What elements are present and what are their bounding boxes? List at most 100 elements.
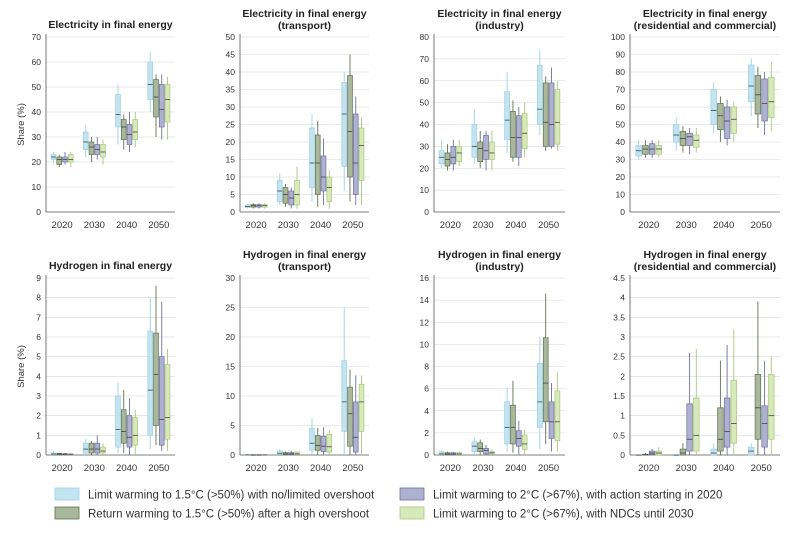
box-plot xyxy=(768,356,775,455)
y-tick-label: 1.5 xyxy=(613,391,625,401)
box-plot xyxy=(450,451,457,455)
y-tick-label: 3 xyxy=(620,332,625,342)
box-body xyxy=(320,155,327,192)
box-plot xyxy=(554,80,561,151)
box-plot xyxy=(115,382,121,454)
box-group xyxy=(635,140,662,160)
box-body xyxy=(537,65,543,125)
box-body xyxy=(100,446,106,454)
box-body xyxy=(88,442,95,454)
y-tick-label: 8 xyxy=(424,362,429,372)
box-group xyxy=(673,117,700,155)
box-group xyxy=(341,307,365,455)
box-plot xyxy=(510,380,516,453)
box-body xyxy=(483,448,489,455)
box-plot xyxy=(352,96,359,205)
y-tick-label: 80 xyxy=(616,67,626,77)
box-body xyxy=(352,401,359,453)
y-tick-label: 50 xyxy=(226,32,236,42)
box-body xyxy=(686,132,693,146)
box-group xyxy=(147,52,171,140)
box-plot xyxy=(648,140,656,158)
box-group xyxy=(147,285,171,452)
legend-label: Limit warming to 1.5°C (>50%) with no/li… xyxy=(88,490,375,502)
chart-panel: 0 1 2 3 4 5 6 7 8 9 Hydrogen in final energy Share … xyxy=(16,260,175,474)
box-plot xyxy=(67,453,74,455)
box-body xyxy=(450,146,457,165)
box-group xyxy=(341,54,365,205)
box-plot xyxy=(542,293,549,444)
x-tick-label: 2040 xyxy=(310,220,331,231)
box-body xyxy=(341,360,348,432)
y-tick-label: 6 xyxy=(424,384,429,394)
box-body xyxy=(761,405,768,448)
box-group xyxy=(115,84,139,152)
y-tick-label: 50 xyxy=(616,120,626,130)
box-plot xyxy=(67,152,74,167)
box-body xyxy=(153,79,159,118)
box-body xyxy=(521,113,528,149)
box-body xyxy=(326,434,333,453)
box-plot xyxy=(542,76,549,151)
x-tick-label: 2040 xyxy=(505,463,526,474)
legend-item: Limit warming to 1.5°C (>50%) with no/li… xyxy=(54,487,375,502)
box-plot xyxy=(673,117,680,151)
x-tick-label: 2040 xyxy=(713,463,734,474)
box-body xyxy=(358,127,365,181)
panel-subtitle: (residential and commercial) xyxy=(634,20,776,32)
box-plot xyxy=(444,451,451,455)
box-body xyxy=(115,395,121,448)
box-body xyxy=(314,134,321,195)
box-body xyxy=(82,131,89,150)
box-plot xyxy=(132,112,139,147)
box-plot xyxy=(450,139,457,171)
box-body xyxy=(723,106,731,139)
box-plot xyxy=(326,170,333,209)
legend: Limit warming to 1.5°C (>50%) with no/li… xyxy=(54,487,722,521)
legend-item: Limit warming to 2°C (>67%), with action… xyxy=(399,487,722,502)
box-body xyxy=(94,442,101,454)
y-tick-label: 80 xyxy=(420,32,430,42)
box-body xyxy=(314,435,321,451)
box-body xyxy=(309,127,315,188)
legend-swatch xyxy=(399,487,425,501)
y-tick-label: 0 xyxy=(230,450,235,460)
panel-subtitle: (residential and commercial) xyxy=(634,261,776,273)
legend-label: Return warming to 1.5°C (>50%) after a h… xyxy=(88,509,370,521)
y-tick-label: 35 xyxy=(226,85,236,95)
y-tick-label: 10 xyxy=(226,172,236,182)
box-plot xyxy=(282,184,289,207)
y-tick-label: 70 xyxy=(32,32,42,42)
x-tick-label: 2050 xyxy=(751,220,772,231)
y-tick-label: 0 xyxy=(230,207,235,217)
y-tick-label: 14 xyxy=(420,295,430,305)
chart-panel: 0 5 10 15 20 25 30 Hydrogen in final energy(tra… xyxy=(226,249,369,474)
box-plot xyxy=(635,140,642,160)
panel-subtitle: (industry) xyxy=(475,261,523,273)
box-body xyxy=(164,364,171,440)
box-plot xyxy=(276,449,283,455)
box-plot xyxy=(314,427,321,455)
box-body xyxy=(748,64,755,103)
box-plot xyxy=(686,128,693,155)
box-group xyxy=(710,329,737,456)
panel-title: Electricity in final energy xyxy=(242,8,366,20)
box-body xyxy=(326,176,333,202)
y-tick-label: 30 xyxy=(226,273,236,283)
box-body xyxy=(477,141,484,163)
box-body xyxy=(120,119,127,140)
box-plot xyxy=(642,140,649,158)
box-body xyxy=(686,403,693,452)
y-tick-label: 10 xyxy=(420,185,430,195)
box-group xyxy=(82,124,106,165)
y-tick-label: 70 xyxy=(616,85,626,95)
box-plot xyxy=(320,427,327,455)
box-plot xyxy=(100,443,106,455)
x-tick-label: 2030 xyxy=(278,220,299,231)
box-plot xyxy=(686,352,693,455)
box-plot xyxy=(82,439,89,455)
legend-label: Limit warming to 2°C (>67%), with NDCs u… xyxy=(433,509,694,521)
box-body xyxy=(730,106,737,134)
box-plot xyxy=(504,72,510,153)
box-body xyxy=(147,61,154,100)
